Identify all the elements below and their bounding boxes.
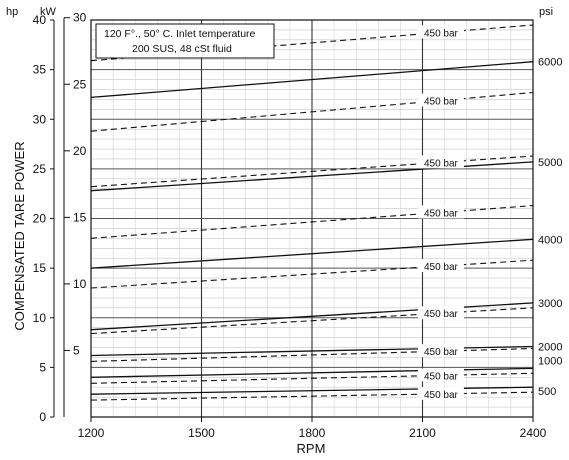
x-tick-label: 2400 (520, 426, 547, 440)
hp-tick-label: 20 (33, 212, 47, 226)
psi-label: 500 (538, 386, 556, 398)
series-line-500-dashed-1 (90, 391, 534, 401)
kw-tick-label: 20 (73, 144, 87, 158)
x-tick-label: 1500 (188, 426, 215, 440)
hp-tick-label: 40 (33, 13, 47, 27)
psi-unit-label: psi (539, 6, 553, 18)
series-label-bg (417, 25, 464, 39)
series-label-450-bar: 450 bar (424, 309, 459, 320)
hp-tick-label: 25 (33, 162, 47, 176)
series-label-450-bar: 450 bar (424, 262, 459, 273)
series-line-2000-dashed-5 (90, 347, 534, 362)
series-line-5000-dashed-12 (90, 205, 534, 239)
hp-tick-label: 15 (33, 261, 47, 275)
hp-tick-label: 5 (39, 360, 46, 374)
hp-tick-label: 0 (39, 410, 46, 424)
annotation-box: 120 F°., 50° C. Inlet temperature 200 SU… (95, 23, 275, 59)
series-line-6000-dashed-14 (90, 91, 534, 132)
series-label-450-bar: 450 bar (424, 371, 459, 382)
series-line-4000-dashed-9 (90, 259, 534, 289)
kw-tick-label: 15 (73, 210, 87, 224)
series-label-450-bar: 450 bar (424, 390, 459, 401)
hp-unit-label: hp (6, 6, 18, 18)
kw-tick-label: 30 (73, 11, 87, 25)
series-line-4000-solid-8 (90, 238, 534, 269)
psi-label: 4000 (538, 234, 562, 246)
series-label-bg (417, 258, 464, 272)
series-label-bg (417, 155, 464, 169)
hp-tick-label: 30 (33, 112, 47, 126)
series-line-3000-dashed-7 (90, 307, 534, 335)
psi-label: 2000 (538, 342, 562, 354)
y-axis-title: COMPENSATED TARE POWER (12, 141, 27, 330)
series-label-450-bar: 450 bar (424, 347, 459, 358)
series-line-1000-dashed-3 (90, 372, 534, 384)
annotation-frame (95, 23, 275, 59)
kw-tick-label: 25 (73, 77, 87, 91)
annotation-line-2: 200 SUS, 48 cSt fluid (132, 43, 232, 55)
series-label-bg (417, 306, 464, 320)
series-label-bg (417, 344, 464, 358)
psi-label: 1000 (538, 355, 562, 367)
series-label-bg (417, 205, 464, 219)
grid (91, 20, 533, 417)
series-label-450-bar: 450 bar (424, 158, 459, 169)
series-label-450-bar: 450 bar (424, 28, 459, 39)
annotation-line-1: 120 F°., 50° C. Inlet temperature (104, 28, 256, 40)
series-label-bg (417, 93, 464, 107)
series-labels: 450 bar 450 bar 450 bar 450 bar 450 bar 450 b… (417, 25, 464, 401)
x-tick-label: 1800 (299, 426, 326, 440)
psi-label: 5000 (538, 157, 562, 169)
hp-tick-label: 10 (33, 311, 47, 325)
x-tick-label: 2100 (409, 426, 436, 440)
psi-label: 3000 (538, 298, 562, 310)
kw-unit-label: kW (40, 6, 57, 18)
x-axis-title: RPM (297, 441, 326, 456)
series-line-5000-dashed-11 (90, 155, 534, 188)
kw-tick-label: 5 (73, 343, 80, 357)
series-label-450-bar: 450 bar (424, 97, 459, 108)
x-tick-label: 1200 (78, 426, 105, 440)
psi-label: 6000 (538, 57, 562, 69)
series-label-bg (417, 386, 464, 400)
kw-tick-label: 10 (73, 277, 87, 291)
series-label-bg (417, 368, 464, 382)
hp-tick-label: 35 (33, 63, 47, 77)
series-line-6000-solid-13 (90, 61, 534, 99)
series-label-450-bar: 450 bar (424, 208, 459, 219)
